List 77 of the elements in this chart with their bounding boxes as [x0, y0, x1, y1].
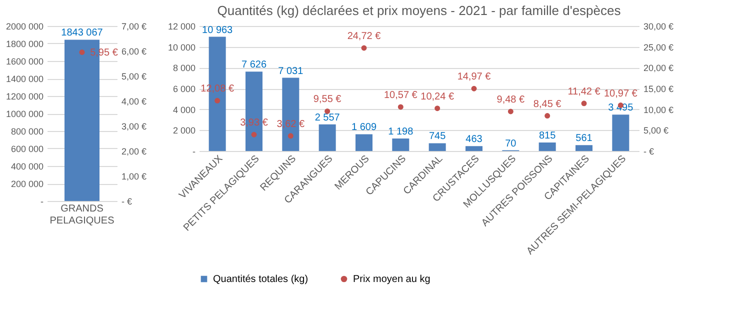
y2-tick-label: 3,00 € [122, 122, 147, 132]
data-label: 10 963 [202, 24, 234, 36]
data-label: 8,45 € [533, 98, 562, 110]
bar [428, 143, 446, 151]
y2-tick-label: 2,00 € [122, 146, 147, 156]
data-label: 10,97 € [604, 88, 638, 100]
y-tick-label: 2000 000 [6, 22, 44, 32]
point [434, 106, 440, 112]
y-tick-label: 6 000 [172, 84, 196, 94]
point [324, 108, 330, 114]
legend-label: Prix moyen au kg [353, 274, 430, 285]
data-label: 815 [538, 130, 556, 142]
y2-tick-label: 25,00 € [644, 42, 674, 52]
point [471, 86, 477, 92]
data-label: 9,48 € [496, 94, 525, 106]
y-tick-label: 12 000 [168, 22, 196, 32]
data-label: 1 198 [388, 126, 414, 138]
data-label: 10,57 € [384, 90, 418, 101]
data-label: 1 609 [351, 122, 377, 134]
chart-title: Quantités (kg) déclarées et prix moyens - 2021 - par famille d'espèces [217, 3, 622, 18]
point [288, 133, 294, 139]
bar [356, 134, 372, 151]
point [581, 100, 587, 106]
bar [576, 145, 592, 151]
point [251, 132, 257, 138]
y-tick-label: 400 000 [10, 162, 44, 172]
bar [318, 124, 336, 151]
y2-tick-label: 10,00 € [644, 104, 674, 115]
y-tick-label: 2 000 [172, 126, 196, 136]
point [544, 113, 550, 119]
legend-label: Quantités totales (kg) [213, 274, 308, 285]
data-label: 9,55 € [313, 94, 342, 106]
data-label: 7 626 [241, 60, 267, 71]
y2-tick-label: 5,00 € [122, 72, 147, 82]
point [361, 45, 367, 51]
bar [538, 142, 556, 151]
y-tick-label: 200 000 [10, 179, 44, 189]
data-label: 11,42 € [568, 86, 601, 98]
y-tick-label: - [192, 146, 196, 156]
data-label: 10,24 € [420, 91, 454, 102]
y-tick-label: 1400 000 [6, 74, 44, 84]
data-label: 463 [466, 134, 483, 146]
data-label: 7 031 [278, 66, 304, 77]
bar [466, 146, 482, 151]
y-tick-label: 1800 000 [6, 39, 44, 49]
data-label: 1843 067 [61, 28, 104, 39]
y-tick-label: 1200 000 [6, 92, 44, 102]
y2-tick-label: 4,00 € [122, 96, 147, 106]
data-label: 14,97 € [457, 72, 492, 83]
point [398, 104, 404, 110]
y2-tick-label: 7,00 € [122, 22, 147, 32]
y-tick-label: 1000 000 [6, 109, 44, 119]
y2-tick-label: 20,00 € [644, 63, 674, 74]
y-tick-label: 600 000 [10, 144, 44, 154]
y2-tick-label: - € [122, 196, 132, 206]
data-label: 745 [428, 131, 446, 142]
y-tick-label: - [40, 196, 44, 206]
data-label: 70 [505, 138, 517, 150]
data-label: 24,72 € [347, 31, 382, 42]
point [214, 98, 220, 104]
y-tick-label: 10 000 [168, 42, 196, 52]
y2-tick-label: 1,00 € [122, 172, 147, 182]
bar [612, 114, 630, 151]
y2-tick-label: 15,00 € [644, 84, 674, 94]
bar [392, 138, 410, 151]
y-tick-label: 800 000 [10, 126, 44, 136]
y-tick-label: 1600 000 [6, 56, 44, 66]
x-tick-label: GRANDS PELAGIQUES [50, 204, 115, 226]
y2-tick-label: 6,00 € [122, 46, 147, 56]
point [508, 108, 514, 114]
y-tick-label: 8 000 [172, 63, 196, 74]
y2-tick-label: 5,00 € [644, 126, 669, 136]
y2-tick-label: 30,00 € [644, 22, 674, 32]
y2-tick-label: - € [644, 146, 654, 156]
data-label: 2 557 [314, 112, 340, 124]
y-tick-label: 4 000 [172, 104, 196, 115]
data-label: 561 [576, 133, 593, 144]
